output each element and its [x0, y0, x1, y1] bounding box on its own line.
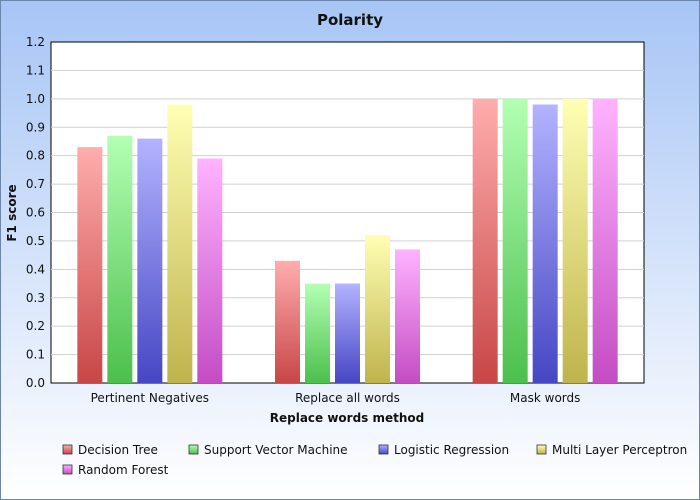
bar-random-forest-1 — [395, 249, 420, 383]
bar-multi-layer-perceptron-1 — [365, 235, 390, 383]
legend-item: Logistic Regression — [378, 443, 509, 457]
bar-decision-tree-0 — [77, 147, 103, 383]
y-tick-label: 1.2 — [26, 35, 45, 49]
bar-multi-layer-perceptron-0 — [167, 104, 193, 384]
legend-swatch — [378, 444, 389, 455]
y-tick-label: 0.9 — [26, 120, 45, 134]
y-tick-label: 0.0 — [26, 376, 45, 390]
bars — [77, 98, 618, 384]
bar-random-forest-0 — [197, 158, 223, 383]
legend-label: Decision Tree — [78, 443, 158, 457]
legend-item: Support Vector Machine — [188, 443, 348, 457]
y-tick-label: 0.4 — [26, 262, 45, 276]
bar-logistic-regression-0 — [137, 138, 163, 383]
x-tick-label: Replace all words — [295, 391, 400, 405]
x-tick-label: Pertinent Negatives — [91, 391, 209, 405]
x-tick-label: Mask words — [510, 391, 580, 405]
x-axis-label: Replace words method — [270, 411, 425, 425]
y-tick-label: 0.2 — [26, 319, 45, 333]
legend-label: Multi Layer Perceptron — [552, 443, 687, 457]
x-axis-ticks: Pertinent Negatives Replace all words Mask… — [91, 391, 581, 405]
y-tick-label: 0.7 — [26, 177, 45, 191]
y-tick-label: 1.0 — [26, 92, 45, 106]
y-tick-label: 0.3 — [26, 291, 45, 305]
y-tick-label: 0.5 — [26, 234, 45, 248]
y-axis-ticks: 0.0 0.1 0.2 0.3 0.4 0.5 0.6 0.7 0.8 0.9 1.0 1.1 1.2 — [26, 35, 45, 390]
bar-random-forest-2 — [592, 98, 618, 383]
bar-decision-tree-2 — [472, 98, 498, 383]
legend-label: Logistic Regression — [394, 443, 509, 457]
bar-support-vector-machine-1 — [305, 283, 330, 383]
chart-title: Polarity — [317, 11, 383, 29]
legend-swatch — [62, 444, 73, 455]
legend-item: Multi Layer Perceptron — [536, 443, 687, 457]
bar-decision-tree-1 — [275, 260, 300, 383]
y-tick-label: 0.8 — [26, 149, 45, 163]
legend-swatch — [62, 464, 73, 475]
legend-label: Support Vector Machine — [204, 443, 348, 457]
legend-swatch — [188, 444, 199, 455]
bar-logistic-regression-1 — [335, 283, 360, 383]
bar-support-vector-machine-2 — [502, 98, 528, 383]
legend-item: Decision Tree — [62, 443, 158, 457]
y-tick-label: 0.6 — [26, 206, 45, 220]
legend: Decision Tree Support Vector Machine Logis… — [62, 443, 687, 477]
y-axis-label: F1 score — [5, 184, 19, 241]
bar-multi-layer-perceptron-2 — [562, 98, 588, 383]
y-tick-label: 1.1 — [26, 63, 45, 77]
bar-support-vector-machine-0 — [107, 135, 133, 383]
bar-logistic-regression-2 — [532, 104, 558, 384]
y-tick-label: 0.1 — [26, 348, 45, 362]
legend-item: Random Forest — [62, 463, 169, 477]
legend-label: Random Forest — [78, 463, 169, 477]
legend-swatch — [536, 444, 547, 455]
